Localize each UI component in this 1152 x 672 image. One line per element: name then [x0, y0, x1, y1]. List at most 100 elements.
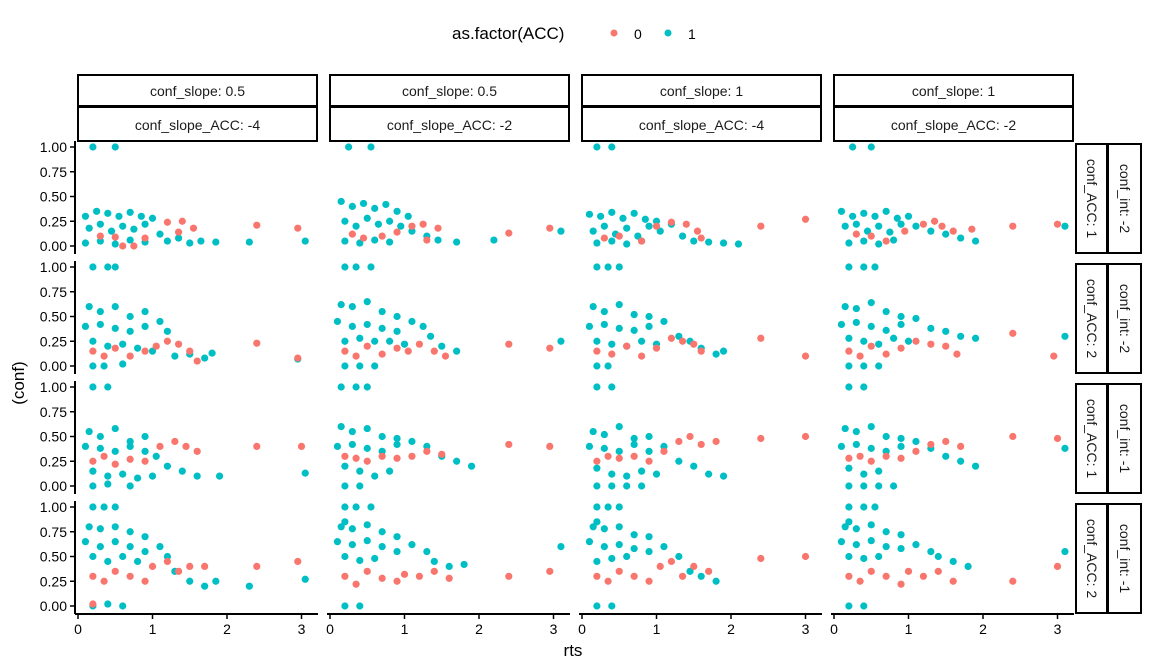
- point-acc-0: [1009, 329, 1017, 337]
- point-acc-0: [656, 562, 664, 571]
- point-acc-0: [419, 220, 427, 228]
- point-acc-0: [363, 457, 371, 465]
- point-acc-1: [341, 237, 349, 245]
- row-strip-outer: [1107, 263, 1142, 374]
- y-tick-label: 0.00: [40, 598, 67, 614]
- point-acc-1: [623, 224, 631, 232]
- point-acc-1: [245, 582, 253, 590]
- point-acc-0: [949, 577, 957, 585]
- point-acc-0: [393, 228, 401, 236]
- point-acc-1: [337, 523, 345, 531]
- point-acc-1: [860, 383, 868, 391]
- point-acc-1: [89, 467, 97, 475]
- point-acc-0: [193, 357, 201, 365]
- point-acc-0: [604, 452, 612, 460]
- point-acc-1: [897, 320, 905, 329]
- point-acc-0: [856, 352, 864, 360]
- y-tick-label: 0.50: [40, 309, 67, 325]
- point-acc-1: [897, 442, 905, 450]
- point-acc-1: [882, 543, 890, 551]
- point-acc-0: [178, 217, 186, 225]
- point-acc-1: [119, 222, 127, 230]
- point-acc-1: [348, 427, 356, 436]
- point-acc-0: [378, 574, 386, 582]
- point-acc-1: [837, 538, 846, 546]
- point-acc-1: [630, 440, 638, 449]
- point-acc-1: [971, 237, 980, 245]
- point-acc-0: [845, 572, 853, 580]
- point-acc-1: [589, 303, 597, 311]
- point-acc-1: [141, 307, 149, 316]
- point-acc-0: [445, 574, 453, 582]
- point-acc-0: [1009, 222, 1017, 230]
- point-acc-1: [645, 322, 653, 330]
- point-acc-1: [875, 222, 883, 230]
- point-acc-1: [423, 442, 431, 450]
- point-acc-1: [453, 238, 461, 246]
- row-strip-inner: [1075, 383, 1108, 494]
- point-acc-0: [1053, 562, 1062, 571]
- x-tick-label: 1: [653, 621, 661, 637]
- point-acc-0: [593, 347, 601, 355]
- point-acc-1: [104, 342, 112, 350]
- point-acc-1: [341, 518, 349, 526]
- point-acc-1: [96, 307, 104, 316]
- point-acc-1: [867, 521, 875, 529]
- point-acc-0: [801, 352, 810, 360]
- point-acc-1: [337, 383, 345, 391]
- point-acc-1: [419, 322, 427, 330]
- point-acc-1: [356, 362, 364, 370]
- point-acc-1: [352, 263, 360, 271]
- point-acc-1: [882, 447, 890, 455]
- point-acc-0: [912, 447, 920, 455]
- point-acc-0: [171, 437, 179, 446]
- point-acc-1: [615, 263, 623, 271]
- point-acc-1: [96, 320, 104, 329]
- point-acc-1: [363, 214, 371, 222]
- point-acc-1: [141, 220, 149, 228]
- point-acc-0: [693, 227, 702, 235]
- point-acc-0: [645, 577, 653, 585]
- point-acc-1: [85, 523, 93, 531]
- point-acc-0: [630, 452, 638, 460]
- point-acc-0: [363, 342, 371, 350]
- point-acc-0: [652, 222, 661, 230]
- point-acc-0: [697, 234, 705, 242]
- point-acc-0: [253, 442, 261, 450]
- point-acc-0: [1009, 577, 1017, 585]
- point-acc-1: [111, 263, 119, 271]
- y-axis-label: (conf): [9, 361, 28, 404]
- point-acc-1: [356, 482, 364, 490]
- point-acc-1: [875, 362, 883, 370]
- point-acc-0: [957, 442, 965, 450]
- point-acc-1: [630, 310, 638, 319]
- point-acc-1: [593, 557, 601, 566]
- point-acc-0: [341, 572, 349, 580]
- point-acc-1: [619, 214, 627, 222]
- point-acc-1: [604, 263, 612, 271]
- point-acc-0: [393, 577, 401, 585]
- point-acc-1: [593, 337, 601, 345]
- point-acc-1: [645, 533, 653, 541]
- point-acc-1: [600, 430, 608, 439]
- point-acc-0: [100, 577, 108, 585]
- point-acc-1: [348, 202, 356, 210]
- point-acc-1: [341, 602, 349, 610]
- point-acc-1: [615, 301, 623, 309]
- point-acc-1: [912, 541, 920, 549]
- point-acc-1: [115, 212, 123, 220]
- x-tick-label: 3: [802, 621, 810, 637]
- point-acc-0: [100, 352, 108, 360]
- point-acc-1: [490, 236, 498, 244]
- point-acc-1: [971, 334, 980, 342]
- legend-label-1: 1: [688, 26, 696, 42]
- point-acc-0: [126, 352, 134, 360]
- point-acc-1: [85, 303, 93, 311]
- x-axis-label: rts: [564, 641, 583, 660]
- point-acc-1: [126, 208, 134, 216]
- point-acc-1: [615, 503, 623, 511]
- y-tick-label: 0.00: [40, 238, 67, 254]
- point-acc-0: [667, 334, 676, 342]
- point-acc-0: [163, 337, 171, 345]
- x-tick-label: 0: [830, 621, 838, 637]
